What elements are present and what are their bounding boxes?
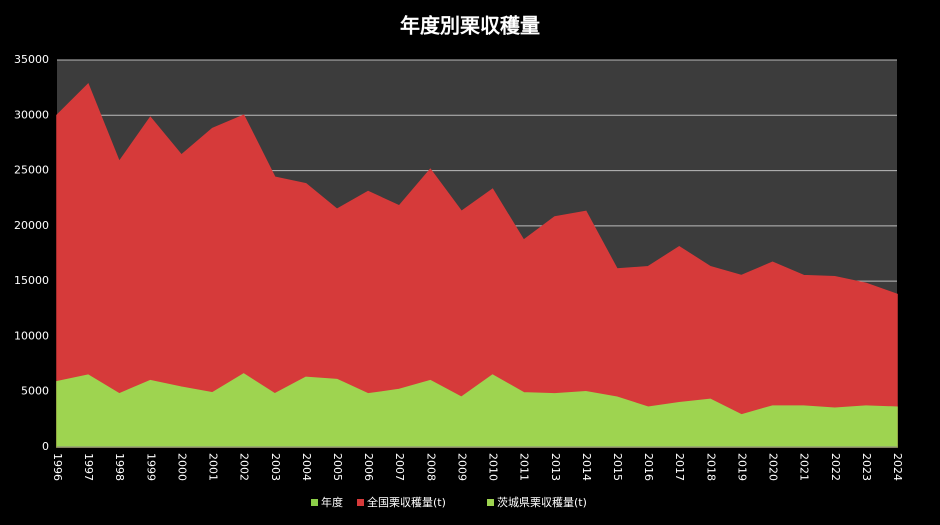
x-tick-label: 2022 xyxy=(829,453,842,481)
x-tick-label: 2024 xyxy=(891,453,904,481)
x-tick-label: 2009 xyxy=(455,453,468,481)
x-tick-label: 2016 xyxy=(642,453,655,481)
x-tick-label: 2015 xyxy=(611,453,624,481)
y-tick-label: 20000 xyxy=(14,219,49,232)
x-tick-label: 2017 xyxy=(673,453,686,481)
x-tick-label: 1996 xyxy=(51,453,64,481)
x-tick-label: 1999 xyxy=(144,453,157,481)
y-tick-label: 15000 xyxy=(14,274,49,287)
y-tick-label: 25000 xyxy=(14,164,49,177)
legend-swatch xyxy=(487,499,494,506)
x-tick-label: 1998 xyxy=(113,453,126,481)
x-tick-label: 2013 xyxy=(549,453,562,481)
x-tick-label: 2010 xyxy=(487,453,500,481)
y-tick-label: 0 xyxy=(42,440,49,453)
x-tick-label: 2021 xyxy=(798,453,811,481)
x-tick-label: 2005 xyxy=(331,453,344,481)
area xyxy=(56,82,898,448)
x-tick-label: 2020 xyxy=(767,453,780,481)
x-tick-label: 2014 xyxy=(580,453,593,481)
x-tick-label: 2000 xyxy=(175,453,188,481)
x-tick-label: 2006 xyxy=(362,453,375,481)
x-tick-label: 2007 xyxy=(393,453,406,481)
legend-swatch xyxy=(311,499,318,506)
legend-label: 全国栗収穫量(t) xyxy=(367,495,446,509)
x-tick-label: 2008 xyxy=(424,453,437,481)
y-tick-label: 10000 xyxy=(14,329,49,342)
x-tick-label: 2011 xyxy=(518,453,531,481)
chart-title: 年度別栗収穫量 xyxy=(400,14,540,38)
y-tick-label: 5000 xyxy=(21,385,49,398)
x-tick-label: 1997 xyxy=(82,453,95,481)
area xyxy=(56,373,898,448)
legend-swatch xyxy=(357,499,364,506)
x-tick-label: 2019 xyxy=(735,453,748,481)
x-tick-label: 2002 xyxy=(238,453,251,481)
y-tick-label: 30000 xyxy=(14,108,49,121)
x-tick-label: 2023 xyxy=(860,453,873,481)
x-tick-label: 2018 xyxy=(704,453,717,481)
legend-label: 茨城県栗収穫量(t) xyxy=(497,495,587,509)
legend-label: 年度 xyxy=(321,495,343,509)
x-tick-label: 2003 xyxy=(269,453,282,481)
y-tick-label: 35000 xyxy=(14,53,49,66)
x-tick-label: 2001 xyxy=(207,453,220,481)
x-tick-label: 2004 xyxy=(300,453,313,481)
